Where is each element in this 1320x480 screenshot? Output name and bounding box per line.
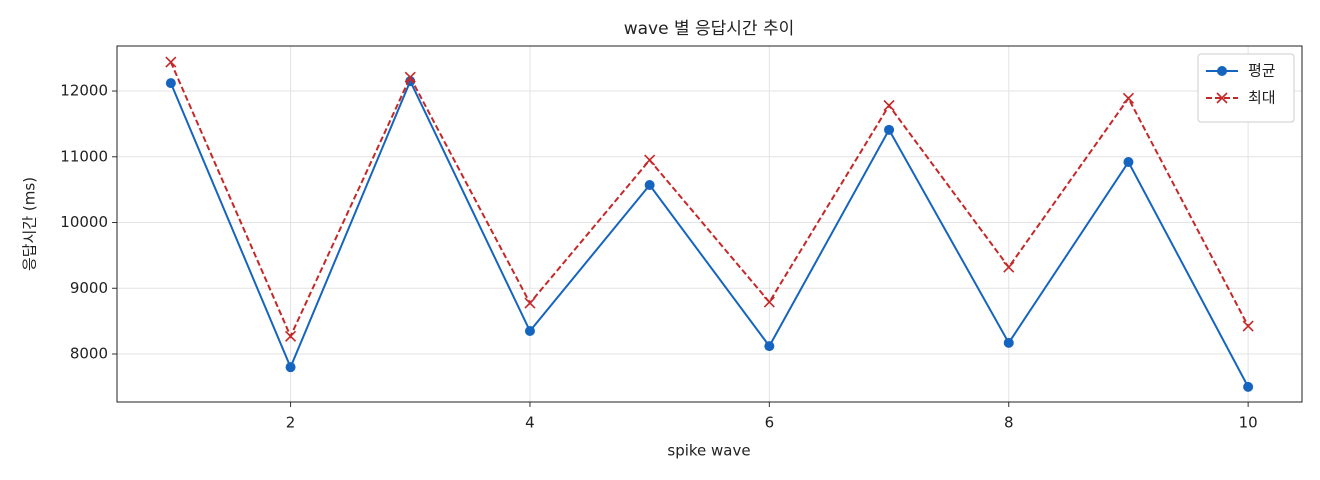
marker (524, 297, 536, 309)
marker (883, 99, 895, 112)
y-tick-label: 11000 (60, 147, 108, 165)
y-tick-label: 10000 (60, 213, 108, 231)
marker (404, 71, 416, 83)
marker (1217, 66, 1227, 76)
x-tick-label: 6 (765, 414, 775, 432)
marker (165, 78, 176, 89)
legend-label: 평균 (1248, 62, 1276, 80)
marker (524, 325, 535, 336)
legend-label: 최대 (1248, 89, 1276, 107)
series-line (169, 78, 1250, 388)
y-tick-label: 8000 (70, 345, 108, 363)
y-axis-label: 응답시간 (ms) (21, 177, 39, 271)
marker (1123, 157, 1134, 168)
marker (1242, 320, 1254, 332)
x-tick-label: 10 (1239, 414, 1258, 432)
y-tick-label: 9000 (70, 279, 108, 297)
legend-box (1197, 53, 1295, 123)
marker (1243, 381, 1254, 392)
x-tick-label: 2 (286, 414, 296, 432)
series-line (169, 61, 1250, 339)
marker (763, 296, 775, 308)
marker (1216, 92, 1228, 104)
marker (285, 362, 296, 373)
x-tick-label: 8 (1004, 414, 1014, 432)
marker (764, 341, 775, 352)
marker (884, 124, 895, 135)
marker (644, 180, 655, 191)
marker (1122, 92, 1135, 104)
plot-frame (116, 45, 1303, 403)
chart-title: wave 별 응답시간 추이 (624, 19, 795, 39)
x-axis-label: spike wave (667, 442, 750, 460)
marker (644, 154, 656, 166)
x-tick-label: 4 (525, 414, 535, 432)
marker (1003, 261, 1015, 273)
marker (284, 330, 297, 342)
marker (1003, 337, 1014, 348)
y-tick-label: 12000 (60, 82, 108, 100)
marker (165, 56, 177, 68)
